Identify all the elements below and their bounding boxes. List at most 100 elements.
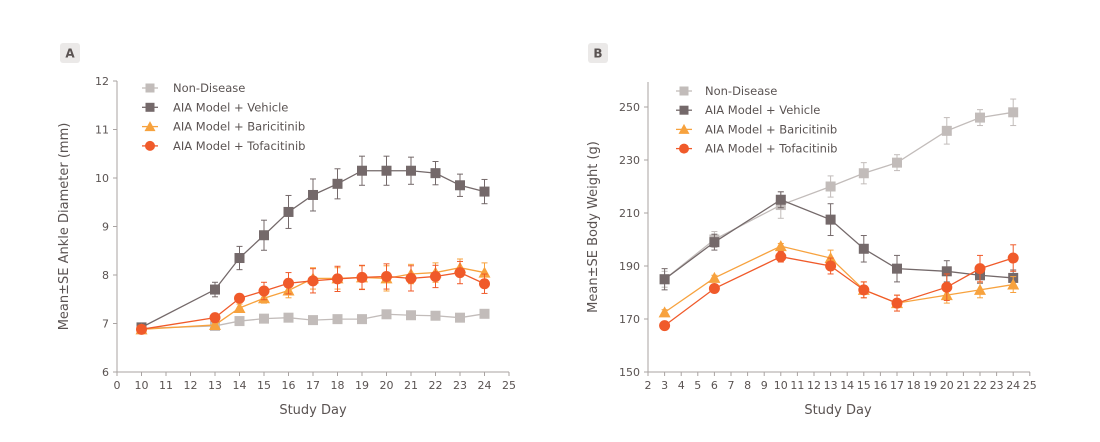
panel-label: A [65,47,75,61]
data-point [1008,107,1019,118]
legend-square-icon [145,83,155,93]
data-point [1007,278,1020,290]
data-point [136,323,147,335]
data-point [381,309,392,320]
legend-label: AIA Model + Vehicle [173,100,288,114]
y-tick-label: 12 [95,75,109,88]
x-tick-label: 7 [728,379,735,392]
y-tick-label: 190 [619,260,640,273]
x-tick-label: 11 [159,379,173,392]
y-tick-label: 150 [619,366,640,379]
x-tick-label: 18 [331,379,345,392]
data-point [774,240,787,252]
data-point [825,181,836,192]
legend-triangle-icon [144,121,156,132]
x-tick-label: 13 [208,379,222,392]
y-axis-label: Mean±SE Ankle Diameter (mm) [57,123,72,331]
y-tick-label: 9 [102,221,109,234]
data-point [430,310,441,321]
x-tick-label: 19 [923,379,937,392]
data-point [892,263,902,274]
data-point [258,285,270,297]
data-point [455,180,465,191]
legend-item: AIA Model + Tofacitinib [142,139,305,153]
x-tick-label: 19 [355,379,369,392]
x-tick-label: 3 [661,379,668,392]
y-tick-label: 7 [102,318,109,331]
data-point [283,277,294,289]
data-point [332,314,343,325]
y-tick-label: 210 [619,207,640,220]
y-tick-label: 170 [619,313,640,326]
data-point [381,270,392,282]
x-tick-label: 16 [873,379,887,392]
chart-a: A 6 7 8 9 10 11 12 0 10 11 12 13 14 15 16 17 18 19 20 21 22 23… [57,43,516,418]
panel-label: B [593,47,602,61]
series-aia-model-tofacitinib [136,260,490,335]
data-point [892,157,902,168]
x-tick-label: 25 [1023,379,1037,392]
data-point [825,214,836,225]
data-point [356,271,368,283]
legend-square-icon [145,102,155,112]
data-point [658,306,671,318]
legend-label: AIA Model + Tofacitinib [705,142,837,156]
x-tick-label: 6 [711,379,718,392]
data-point [1007,252,1019,264]
x-tick-label: 20 [940,379,954,392]
data-point [357,314,367,325]
data-point [209,318,221,330]
data-point [775,194,786,205]
data-point [259,313,269,324]
data-point [430,270,441,282]
data-point [479,186,490,197]
x-tick-label: 14 [840,379,854,392]
legend-item: Non-Disease [142,81,245,95]
data-point [479,308,490,319]
y-tick-label: 11 [95,124,109,137]
x-tick-label: 18 [907,379,921,392]
data-point [975,112,985,123]
legend-circle-icon [145,140,155,151]
data-point [357,165,367,176]
data-point [307,275,319,287]
legend-square-icon [679,105,689,115]
data-point [974,283,986,295]
data-point [858,284,870,296]
legend-item: AIA Model + Baricitinib [142,120,305,134]
y-tick-label: 230 [619,154,640,167]
data-point [308,315,318,326]
data-point [234,253,245,264]
x-tick-label: 11 [790,379,804,392]
data-point [209,312,221,324]
series-aia-model-vehicle [136,155,490,333]
x-axis-label: Study Day [804,403,872,418]
series-aia-model-baricitinib [658,240,1020,318]
data-point [405,272,417,284]
data-point [406,310,416,321]
x-tick-label: 21 [404,379,418,392]
data-point [708,283,720,295]
legend-label: Non-Disease [705,84,777,98]
x-tick-label: 21 [956,379,970,392]
x-tick-label: 8 [744,379,751,392]
y-tick-label: 250 [619,101,640,114]
series-line [664,111,1014,280]
data-point [974,263,986,275]
x-tick-label: 25 [502,379,516,392]
legend-label: AIA Model + Baricitinib [173,120,305,134]
y-axis-label: Mean±SE Body Weight (g) [586,141,601,313]
data-point [455,312,465,323]
data-point [709,237,720,248]
data-point [332,273,343,285]
data-point [430,168,441,179]
legend-item: AIA Model + Vehicle [676,103,820,117]
data-point [941,281,953,293]
x-tick-label: 16 [282,379,296,392]
legend-triangle-icon [678,123,690,134]
data-point [283,312,294,323]
legend-square-icon [679,86,689,96]
legend-item: AIA Model + Tofacitinib [676,142,837,156]
y-tick-label: 6 [102,366,109,379]
